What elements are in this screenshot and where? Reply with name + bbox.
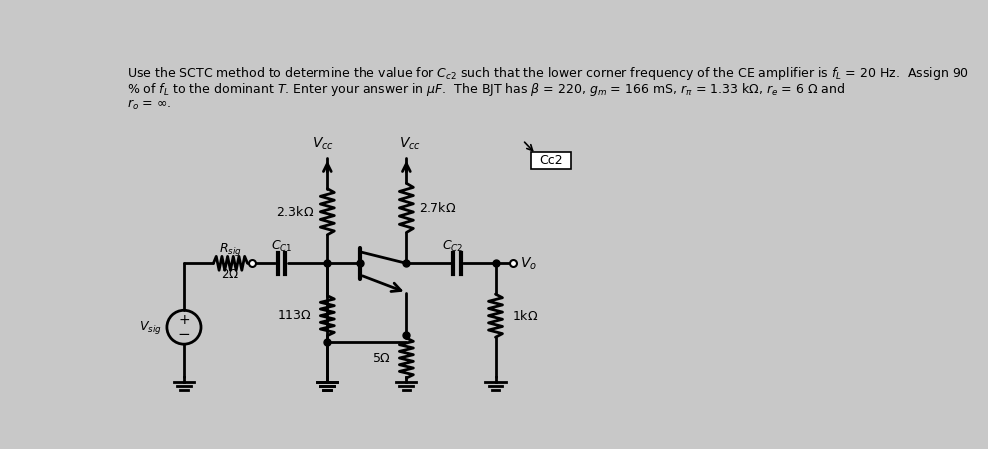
Text: 5$\Omega$: 5$\Omega$ xyxy=(372,352,391,365)
Text: $r_o$ = $\infty$.: $r_o$ = $\infty$. xyxy=(126,98,171,112)
Text: +: + xyxy=(178,313,190,327)
Text: 2.3k$\Omega$: 2.3k$\Omega$ xyxy=(276,205,314,219)
FancyBboxPatch shape xyxy=(532,152,571,169)
Text: Use the SCTC method to determine the value for $C_{c2}$ such that the lower corn: Use the SCTC method to determine the val… xyxy=(126,65,968,82)
Text: % of $f_L$ to the dominant $T$. Enter your answer in $\mu F$.  The BJT has $\bet: % of $f_L$ to the dominant $T$. Enter yo… xyxy=(126,81,845,98)
Text: 113$\Omega$: 113$\Omega$ xyxy=(278,309,312,322)
Text: 1k$\Omega$: 1k$\Omega$ xyxy=(512,308,538,323)
Text: $V_{cc}$: $V_{cc}$ xyxy=(399,135,421,152)
Text: 2$\Omega$: 2$\Omega$ xyxy=(221,269,239,282)
Text: Cc2: Cc2 xyxy=(539,154,563,167)
Text: $V_{sig}$: $V_{sig}$ xyxy=(139,319,162,336)
Text: $R_{sig}$: $R_{sig}$ xyxy=(219,241,242,258)
Text: $V_o$: $V_o$ xyxy=(521,255,537,272)
Text: 2.7k$\Omega$: 2.7k$\Omega$ xyxy=(419,201,456,215)
Text: $C_{C2}$: $C_{C2}$ xyxy=(443,239,463,254)
Text: $C_{C1}$: $C_{C1}$ xyxy=(271,239,292,254)
Text: $V_{cc}$: $V_{cc}$ xyxy=(312,135,335,152)
Text: −: − xyxy=(178,327,191,342)
